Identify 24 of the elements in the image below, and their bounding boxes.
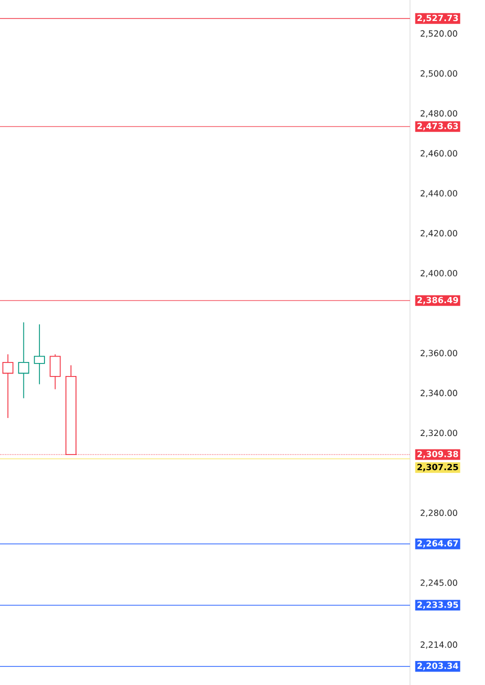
y-tick-label: 2,360.00 [420, 350, 458, 358]
candlestick [18, 322, 30, 399]
ref-line-label: 2,527.73 [417, 14, 458, 22]
y-tick-label: 2,245.00 [420, 580, 458, 587]
ref-line-label: 2,309.38 [417, 450, 458, 458]
y-tick-label: 2,400.00 [420, 270, 458, 278]
y-tick-label: 2,460.00 [420, 150, 458, 158]
y-tick-label: 2,280.00 [420, 510, 458, 517]
ref-line-label: 2,386.49 [417, 296, 458, 304]
ref-line-label: 2,264.67 [417, 540, 458, 548]
ref-line-label: 2,203.34 [417, 662, 458, 670]
candlestick [2, 354, 14, 418]
y-tick-label: 2,420.00 [420, 230, 458, 238]
y-tick-label: 2,320.00 [420, 430, 458, 437]
ref-line-label: 2,233.95 [417, 601, 458, 609]
y-tick-label: 2,480.00 [420, 110, 458, 118]
y-tick-label: 2,500.00 [420, 70, 458, 78]
y-tick-label: 2,214.00 [420, 641, 458, 649]
y-tick-label: 2,520.00 [420, 30, 458, 38]
y-tick-label: 2,440.00 [420, 190, 458, 198]
ref-line-label: 2,473.63 [417, 122, 458, 130]
ref-line-label: 2,307.25 [417, 464, 458, 472]
candlestick [34, 324, 45, 385]
y-tick-label: 2,340.00 [420, 390, 458, 398]
